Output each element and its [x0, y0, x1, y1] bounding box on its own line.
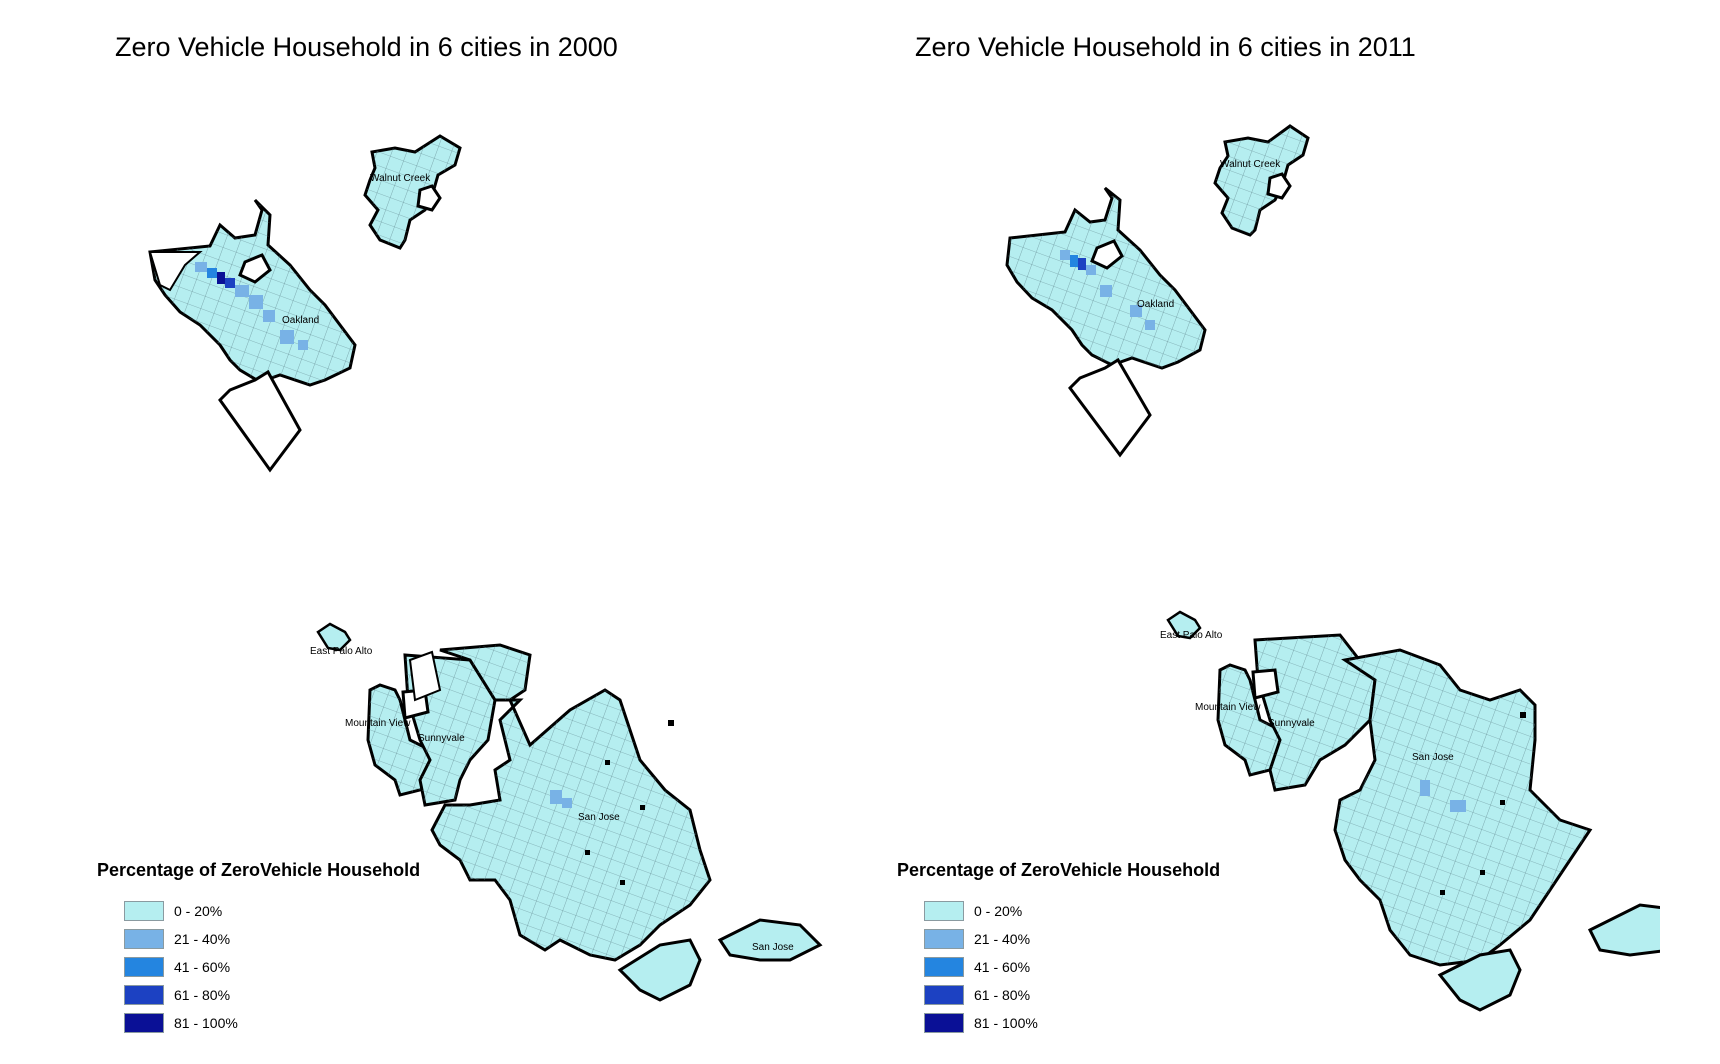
legend-item: 0 - 20% — [124, 897, 420, 925]
city-label-san-jose: San Jose — [578, 812, 620, 823]
legend-label: 21 - 40% — [974, 931, 1031, 947]
city-label-walnut-creek: Walnut Creek — [1220, 159, 1281, 170]
legend-title: Percentage of ZeroVehicle Household — [897, 860, 1221, 880]
legend-swatch — [124, 901, 164, 921]
city-label-san-jose: San Jose — [1412, 752, 1454, 763]
legend-swatch — [924, 957, 964, 977]
legend-title: Percentage of ZeroVehicle Household — [97, 860, 421, 880]
legend-item: 0 - 20% — [924, 897, 1220, 925]
city-label-san-jose-south: San Jose — [752, 942, 794, 953]
legend-item: 61 - 80% — [124, 981, 420, 1009]
legend-label: 21 - 40% — [174, 931, 231, 947]
legend-item: 81 - 100% — [124, 1009, 420, 1037]
map-panel-2000: Walnut Creek Oakland — [97, 32, 823, 1037]
city-label-sunnyvale: Sunnyvale — [418, 733, 465, 744]
map-2000: Walnut Creek Oakland — [148, 134, 823, 1002]
city-label-sunnyvale: Sunnyvale — [1268, 718, 1315, 729]
walnut-creek-region: Walnut Creek — [1213, 124, 1310, 237]
oakland-region: Oakland — [1005, 186, 1207, 458]
walnut-creek-region: Walnut Creek — [363, 134, 462, 250]
south-bay-region: East Palo Alto Mountain View Sunnyvale S… — [1160, 610, 1660, 1012]
map-title: Zero Vehicle Household in 6 cities in 20… — [915, 32, 1416, 62]
legend-item: 61 - 80% — [924, 981, 1220, 1009]
legend-item: 21 - 40% — [924, 925, 1220, 953]
map-2011: Walnut Creek Oakland East Palo Alto — [1005, 124, 1660, 1012]
legend-label: 61 - 80% — [974, 987, 1031, 1003]
legend-swatch — [924, 901, 964, 921]
legend-label: 0 - 20% — [974, 903, 1023, 919]
legend-swatch — [924, 929, 964, 949]
legend-swatch — [124, 1013, 164, 1033]
legend-label: 0 - 20% — [174, 903, 223, 919]
city-label-east-palo-alto: East Palo Alto — [1160, 630, 1223, 641]
legend-label: 81 - 100% — [174, 1015, 238, 1031]
legend-swatch — [124, 929, 164, 949]
map-panel-2011: Walnut Creek Oakland East Palo Alto — [800, 0, 1660, 1064]
city-label-east-palo-alto: East Palo Alto — [310, 646, 373, 657]
city-label-mountain-view: Mountain View — [1195, 702, 1261, 713]
city-label-walnut-creek: Walnut Creek — [370, 173, 431, 184]
city-label-oakland: Oakland — [282, 315, 319, 326]
city-label-mountain-view: Mountain View — [345, 718, 411, 729]
south-bay-region: East Palo Alto Mountain View Sunnyvale S… — [310, 622, 823, 1002]
legend-item: 21 - 40% — [124, 925, 420, 953]
legend: Percentage of ZeroVehicle Household 0 - … — [897, 860, 1220, 1037]
legend-label: 61 - 80% — [174, 987, 231, 1003]
legend-swatch — [124, 957, 164, 977]
legend-label: 41 - 60% — [974, 959, 1031, 975]
legend-item: 81 - 100% — [924, 1009, 1220, 1037]
legend-item: 41 - 60% — [924, 953, 1220, 981]
city-label-oakland: Oakland — [1137, 299, 1174, 310]
legend: Percentage of ZeroVehicle Household 0 - … — [97, 860, 420, 1037]
legend-swatch — [124, 985, 164, 1005]
legend-label: 41 - 60% — [174, 959, 231, 975]
oakland-region: Oakland — [148, 198, 357, 473]
legend-swatch — [924, 985, 964, 1005]
legend-label: 81 - 100% — [974, 1015, 1038, 1031]
legend-swatch — [924, 1013, 964, 1033]
map-title: Zero Vehicle Household in 6 cities in 20… — [115, 32, 618, 62]
legend-item: 41 - 60% — [124, 953, 420, 981]
